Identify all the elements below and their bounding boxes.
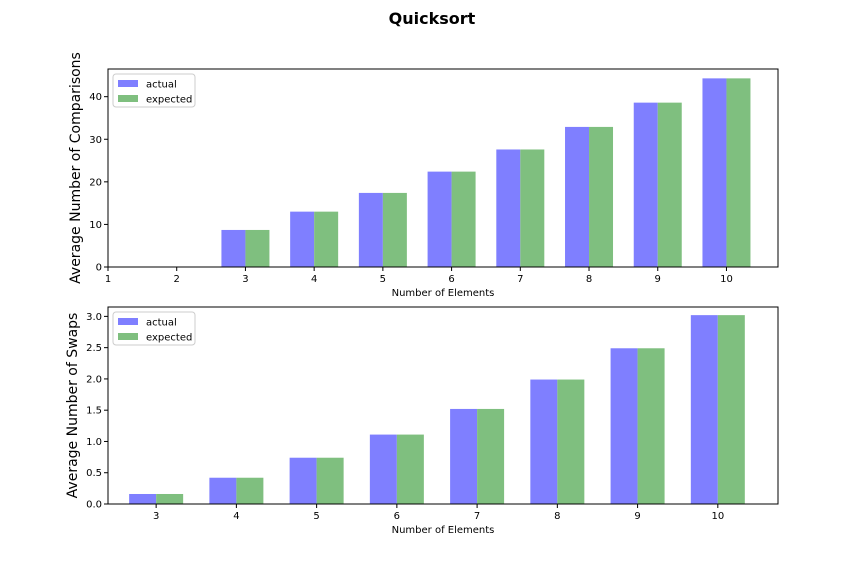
bar-actual-8 <box>565 126 590 268</box>
legend-label-actual: actual <box>146 318 177 329</box>
y-tick-label: 0.5 <box>86 468 102 479</box>
x-tick-label: 1 <box>105 274 111 285</box>
y-tick-label: 3.0 <box>86 312 102 323</box>
bar-expected-10 <box>717 315 745 504</box>
y-tick-label: 1.0 <box>86 437 102 448</box>
y-tick-label: 40 <box>89 92 102 103</box>
bar-actual-4 <box>209 477 237 504</box>
bar-actual-3 <box>221 229 246 267</box>
x-tick-label: 7 <box>474 511 480 522</box>
x-tick-label: 5 <box>313 511 319 522</box>
x-tick-label: 5 <box>380 274 386 285</box>
y-tick-label: 10 <box>89 220 102 231</box>
swaps-panel: 3 4 5 6 7 8 9 10 0.0 0.5 1.0 1.5 2.0 2.5 3.0 Number of … <box>65 306 779 536</box>
y-tick-label: 2.5 <box>86 343 102 354</box>
bar-actual-6 <box>427 171 452 267</box>
bar-expected-3 <box>156 493 184 504</box>
x-tick-label: 9 <box>655 274 661 285</box>
legend-label-expected: expected <box>146 95 192 106</box>
y-axis-label: Average Number of Swaps <box>65 313 81 499</box>
axes-frame <box>107 68 779 268</box>
legend-swatch-expected <box>118 95 138 102</box>
legend-label-actual: actual <box>146 80 177 91</box>
x-tick-label: 8 <box>586 274 592 285</box>
legend: actual expected <box>112 311 196 346</box>
y-tick-label: 0.0 <box>86 500 102 511</box>
legend-swatch-actual <box>118 318 138 325</box>
bar-actual-7 <box>450 408 478 504</box>
legend-swatch-expected <box>118 333 138 340</box>
bar-actual-6 <box>369 434 397 504</box>
bar-actual-10 <box>690 315 718 504</box>
bar-expected-4 <box>314 211 339 267</box>
y-tick-label: 2.0 <box>86 374 102 385</box>
y-tick-label: 1.5 <box>86 406 102 417</box>
bar-expected-10 <box>726 78 751 268</box>
bar-expected-6 <box>396 434 424 504</box>
x-tick-label: 7 <box>517 274 523 285</box>
bar-expected-4 <box>236 477 264 504</box>
bar-expected-6 <box>451 171 476 267</box>
bar-actual-9 <box>633 102 658 268</box>
x-tick-label: 3 <box>153 511 159 522</box>
x-axis-label: Number of Elements <box>392 288 495 299</box>
y-tick-label: 30 <box>89 135 102 146</box>
x-tick-label: 2 <box>174 274 180 285</box>
bar-actual-8 <box>530 379 558 504</box>
bar-actual-9 <box>610 348 638 504</box>
legend: actual expected <box>112 73 196 108</box>
y-axis-label: Average Number of Comparisons <box>68 52 84 284</box>
bar-expected-9 <box>637 348 665 504</box>
x-tick-label: 10 <box>711 511 724 522</box>
bar-actual-5 <box>289 457 317 504</box>
bar-actual-7 <box>496 149 521 267</box>
bar-expected-5 <box>382 192 407 267</box>
x-tick-label: 6 <box>394 511 400 522</box>
bar-actual-10 <box>702 78 727 268</box>
bar-expected-3 <box>245 229 270 267</box>
legend-swatch-actual <box>118 80 138 87</box>
comparisons-panel: 1 2 3 4 5 6 7 8 9 10 0 10 20 30 40 Number of Elements Av… <box>68 52 779 299</box>
bar-expected-8 <box>589 126 614 268</box>
x-tick-label: 6 <box>448 274 454 285</box>
figure-title: Quicksort <box>389 9 476 28</box>
bar-expected-5 <box>316 457 344 504</box>
bar-actual-4 <box>290 211 315 267</box>
bar-expected-7 <box>477 408 505 504</box>
bar-actual-5 <box>358 192 383 267</box>
x-axis-label: Number of Elements <box>392 525 495 536</box>
bar-expected-9 <box>657 102 682 268</box>
x-tick-label: 9 <box>634 511 640 522</box>
bar-expected-7 <box>520 149 545 267</box>
x-tick-label: 10 <box>720 274 733 285</box>
axes-frame <box>107 306 779 505</box>
x-tick-label: 8 <box>554 511 560 522</box>
x-tick-label: 4 <box>311 274 317 285</box>
legend-label-expected: expected <box>146 333 192 344</box>
bar-actual-3 <box>129 493 157 504</box>
x-tick-label: 3 <box>242 274 248 285</box>
bar-expected-8 <box>557 379 585 504</box>
y-tick-label: 20 <box>89 177 102 188</box>
x-tick-label: 4 <box>233 511 239 522</box>
y-tick-label: 0 <box>96 263 102 274</box>
